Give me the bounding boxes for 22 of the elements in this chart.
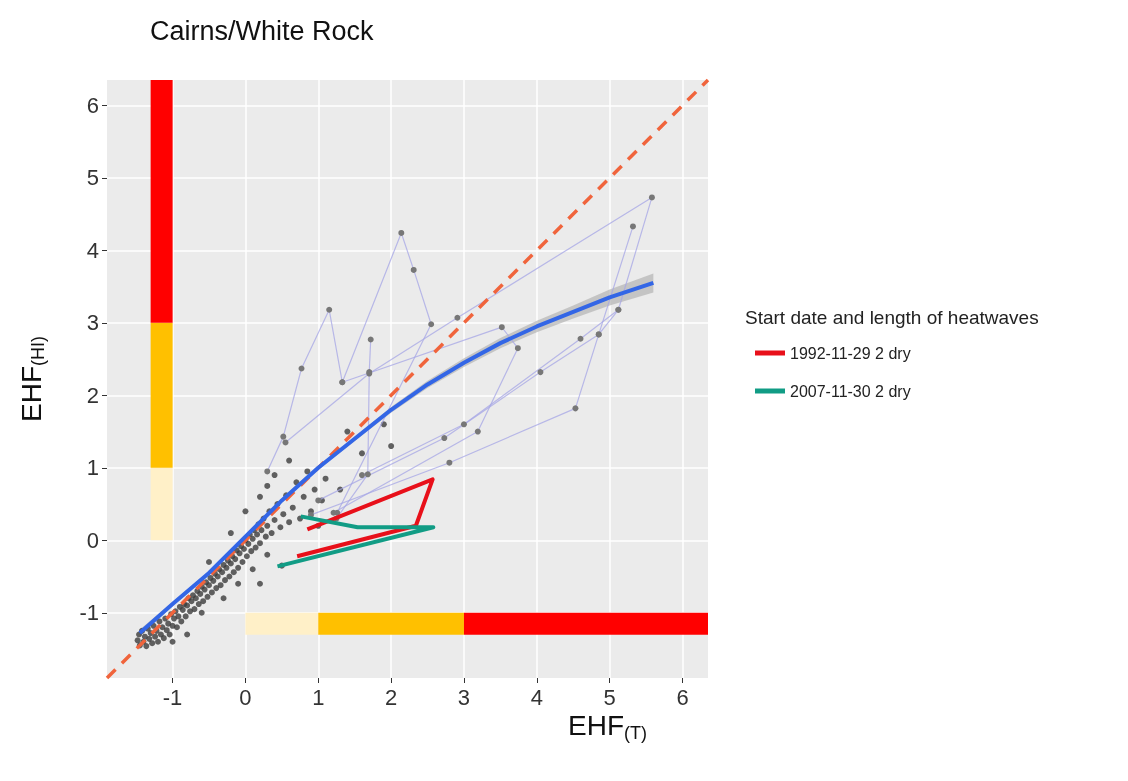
y-tick-label: 6: [86, 92, 99, 118]
legend-title: Start date and length of heatwaves: [745, 307, 1039, 328]
line-series: [295, 477, 435, 559]
y-tick-label: 2: [86, 382, 99, 408]
legend-label: 2007-11-30 2 dry: [790, 382, 911, 400]
y-tick-label: 0: [86, 527, 99, 553]
y-axis-title: EHF(HI): [15, 336, 48, 422]
y-tick-label: 5: [86, 165, 99, 191]
x-tick-label: 3: [457, 684, 471, 710]
y-tick-label: 4: [86, 237, 99, 263]
x-tick-label: 1: [312, 684, 325, 710]
y-tick-label: 3: [86, 310, 99, 336]
x-tick-label: 2: [384, 684, 398, 710]
chart-title: Cairns/White Rock: [150, 15, 375, 46]
x-tick-label: 4: [530, 684, 543, 710]
legend-label: 1992-11-29 2 dry: [790, 344, 911, 362]
y-tick-label: -1: [79, 600, 99, 626]
x-tick-label: 6: [676, 684, 689, 710]
y-tick-label: 1: [86, 455, 99, 481]
x-tick-label: -1: [162, 684, 183, 710]
x-tick-label: 5: [603, 684, 616, 710]
x-tick-label: 0: [239, 684, 252, 710]
